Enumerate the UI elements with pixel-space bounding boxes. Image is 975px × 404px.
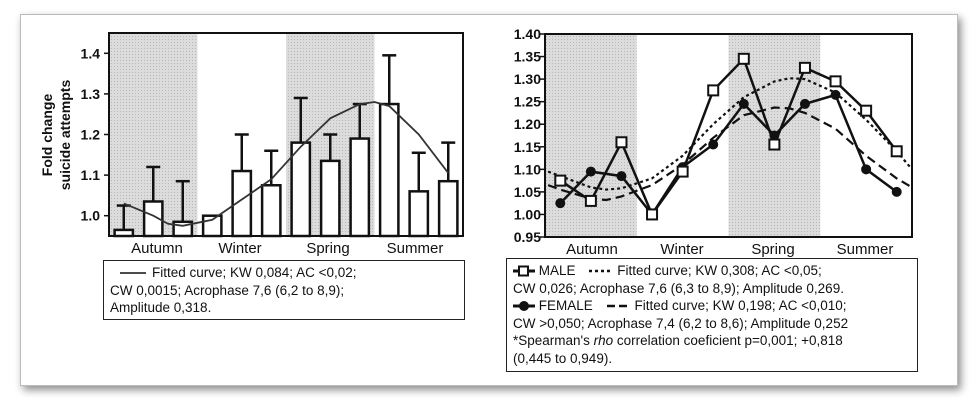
female-point xyxy=(738,98,749,109)
left-plot-frame xyxy=(108,32,464,237)
right-chart-season-label: Spring xyxy=(751,241,794,258)
female-point xyxy=(799,98,810,109)
left-chart-season-label: Winter xyxy=(218,240,261,257)
right-chart-season-label: Winter xyxy=(660,241,703,258)
female-line xyxy=(559,93,898,217)
bar xyxy=(290,141,312,238)
male-label: MALE xyxy=(538,263,576,278)
female-fit-text: Fitted curve; KW 0,198; AC <0,010; xyxy=(634,298,847,313)
male-fit-text: Fitted curve; KW 0,308; AC <0,05; xyxy=(617,263,822,278)
male-point xyxy=(554,174,567,187)
female-legend-line2: CW >0,050; Acrophase 7,4 (6,2 to 8,6); A… xyxy=(513,315,849,331)
left-chart-ytick-label: 1.4 xyxy=(81,45,101,61)
female-point xyxy=(616,171,627,182)
bar xyxy=(319,159,341,238)
right-chart-ytick-label: 0.95 xyxy=(514,229,541,245)
female-fit-dashed-icon xyxy=(606,305,629,308)
female-label: FEMALE xyxy=(538,298,593,313)
male-point xyxy=(798,61,811,74)
right-chart-ytick-label: 1.40 xyxy=(514,26,541,42)
female-point xyxy=(861,164,872,175)
female-point xyxy=(769,130,780,141)
right-legend: MALE Fitted curve; KW 0,308; AC <0,05; C… xyxy=(506,258,918,372)
bar xyxy=(408,190,430,238)
right-plot-frame xyxy=(544,33,913,238)
fitted-curve xyxy=(123,101,450,227)
female-point xyxy=(830,89,841,100)
right-chart-ytick-label: 1.00 xyxy=(514,206,541,222)
left-chart-season-label: Autumn xyxy=(131,240,183,257)
spearman-note-line2: (0,445 to 0,949). xyxy=(513,350,613,366)
male-fitted-curve xyxy=(548,78,912,189)
male-point xyxy=(646,208,659,221)
y-axis-label-line: suicide attempts xyxy=(57,80,73,191)
left-legend-line2: CW 0,0015; Acrophase 7,6 (6,2 to 8,9); xyxy=(110,282,345,298)
right-chart-ytick-label: 1.05 xyxy=(514,184,541,200)
male-marker-icon xyxy=(513,265,535,277)
male-point xyxy=(707,84,720,97)
left-legend-line3: Amplitude 0,318. xyxy=(110,300,212,315)
male-legend-line2: CW 0,026; Acrophase 7,6 (6,3 to 8,9); Am… xyxy=(513,280,844,296)
y-axis-label: Fold change suicide attempts xyxy=(39,80,73,191)
male-point xyxy=(829,75,842,88)
left-chart-ytick-label: 1.3 xyxy=(81,86,101,102)
left-chart-ytick-label: 1.2 xyxy=(81,127,101,143)
right-chart-ytick-label: 1.35 xyxy=(514,49,541,65)
spearman-note: *Spearman's rho correlation coeficient p… xyxy=(513,333,843,348)
left-chart-season-label: Spring xyxy=(306,240,349,257)
male-point xyxy=(615,136,628,149)
right-chart-ytick-label: 1.25 xyxy=(514,94,541,110)
female-point xyxy=(585,166,596,177)
left-chart-ytick-label: 1.0 xyxy=(81,208,101,224)
female-fitted-curve xyxy=(547,106,913,202)
female-point xyxy=(555,198,566,209)
left-chart-season-label: Summer xyxy=(387,240,444,257)
male-point xyxy=(584,194,597,207)
bar xyxy=(378,102,400,238)
male-point xyxy=(737,52,750,65)
male-point xyxy=(860,104,873,117)
bar xyxy=(349,137,371,238)
left-legend-line1: Fitted curve; KW 0,084; AC <0,02; xyxy=(152,265,357,280)
right-chart-ytick-label: 1.30 xyxy=(514,71,541,87)
right-chart-season-label: Autumn xyxy=(566,241,618,258)
female-point xyxy=(708,139,719,150)
bar xyxy=(260,184,282,238)
right-chart-ytick-label: 1.10 xyxy=(514,161,541,177)
male-point xyxy=(768,138,781,151)
left-legend: Fitted curve; KW 0,084; AC <0,02; CW 0,0… xyxy=(103,260,465,320)
fitted-curve-swatch-icon xyxy=(120,272,146,275)
bar xyxy=(437,179,459,238)
left-chart-ytick-label: 1.1 xyxy=(81,167,101,183)
right-chart-ytick-label: 1.15 xyxy=(514,139,541,155)
male-fit-dotted-icon xyxy=(589,270,612,273)
right-chart-season-label: Summer xyxy=(837,241,894,258)
female-marker-icon xyxy=(513,301,535,312)
y-axis-label-line: Fold change xyxy=(39,94,55,177)
male-point xyxy=(676,165,689,178)
female-point xyxy=(891,186,902,197)
male-point xyxy=(890,145,903,158)
right-chart-ytick-label: 1.20 xyxy=(514,116,541,132)
